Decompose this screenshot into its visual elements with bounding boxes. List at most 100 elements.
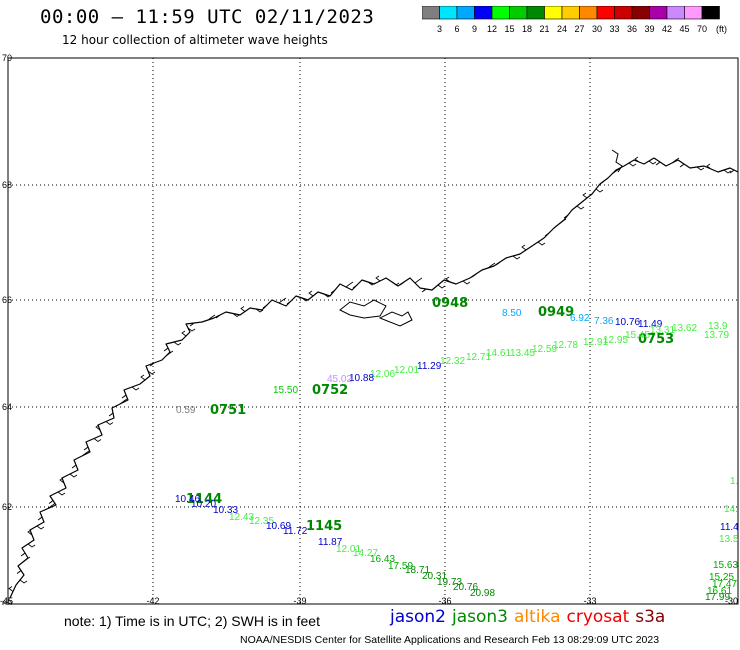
fjord-detail — [471, 273, 477, 278]
latitude-tick-label: 62 — [2, 502, 12, 512]
fjord-detail — [595, 188, 604, 193]
swh-value-label: 15.45 — [625, 330, 650, 341]
footnote: note: 1) Time is in UTC; 2) SWH is in fe… — [64, 613, 320, 629]
fjord-detail — [286, 300, 292, 305]
colorbar-tick-label: 3 — [437, 24, 442, 34]
fjord-detail — [706, 163, 712, 170]
swh-value-label: 13.79 — [704, 330, 729, 341]
legend-item-altika: altika — [514, 607, 561, 627]
swh-value-label: 12.01 — [394, 365, 419, 376]
fjord-detail — [323, 293, 332, 298]
colorbar-swatch — [701, 6, 720, 20]
colorbar-tick-label: 24 — [557, 24, 567, 34]
island-outline — [378, 311, 413, 327]
swh-value-label: 14.27 — [353, 548, 378, 559]
swh-value-label: 16.43 — [370, 554, 395, 565]
fjord-detail — [437, 284, 446, 289]
swh-value-label: 12.01 — [336, 544, 361, 555]
fjord-detail — [27, 543, 36, 548]
swh-value-label: 19.73 — [437, 577, 462, 588]
fjord-detail — [345, 281, 354, 288]
fjord-detail — [544, 232, 550, 237]
fjord-detail — [81, 450, 90, 457]
swh-value-label: 20.98 — [470, 588, 495, 599]
swh-value-label: 17.99 — [705, 592, 730, 603]
latitude-tick-label: 66 — [2, 295, 12, 305]
fjord-detail — [173, 341, 182, 346]
swh-value-label: 17.59 — [388, 561, 413, 572]
fjord-detail — [599, 180, 605, 185]
swh-value-label: 0.59 — [176, 405, 196, 416]
fjord-detail — [462, 280, 471, 285]
swh-value-label: 20.31 — [422, 571, 447, 582]
fjord-detail — [729, 169, 735, 174]
fjord-detail — [36, 525, 45, 530]
swh-value-label: 14.61 — [486, 348, 511, 359]
swh-value-label: 20.76 — [453, 582, 478, 593]
latitude-tick-label: 60 — [2, 599, 12, 605]
fjord-detail — [615, 167, 621, 172]
fjord-detail — [723, 169, 732, 174]
fjord-detail — [628, 162, 637, 167]
pass-time-label: 0753 — [638, 332, 674, 347]
swh-value-label: 12.32 — [440, 356, 465, 367]
fjord-detail — [27, 529, 33, 536]
fjord-detail — [278, 297, 287, 304]
fjord-detail — [391, 281, 400, 286]
fjord-detail — [634, 156, 640, 163]
fjord-detail — [558, 218, 567, 225]
colorbar-tick-label: 45 — [679, 24, 689, 34]
fjord-detail — [22, 556, 31, 563]
swh-value-label: 12.95 — [603, 335, 628, 346]
swh-value-label: 8.50 — [502, 308, 522, 319]
pass-time-label: 0751 — [210, 403, 246, 418]
fjord-detail — [59, 477, 65, 484]
swh-value-label: 16.61 — [707, 586, 732, 597]
fjord-detail — [181, 330, 187, 337]
colorbar-tick-label: 36 — [627, 24, 637, 34]
fjord-detail — [16, 570, 22, 574]
colorbar-tick-label: 15 — [504, 24, 514, 34]
fjord-detail — [20, 552, 26, 557]
swh-value-label: 11.4 — [720, 522, 739, 533]
swh-value-label: 12.43 — [229, 512, 254, 523]
fjord-detail — [71, 464, 77, 469]
colorbar-tick-label: 21 — [539, 24, 549, 34]
latitude-tick-label: 64 — [2, 402, 12, 412]
colorbar-unit: (ft) — [716, 24, 727, 34]
fjord-detail — [521, 244, 527, 251]
longitude-tick-label: -33 — [583, 596, 596, 605]
longitude-tick-label: -39 — [293, 596, 306, 605]
swh-value-label: 10.76 — [615, 317, 640, 328]
fjord-detail — [47, 503, 56, 509]
fjord-detail — [301, 297, 310, 302]
longitude-tick-label: -45 — [0, 596, 13, 605]
fjord-detail — [207, 314, 216, 321]
pass-time-label: 0948 — [432, 296, 468, 311]
fjord-detail — [149, 362, 155, 367]
swh-value-label: 12.78 — [553, 340, 578, 351]
swh-value-label: 11.72 — [283, 526, 308, 537]
fjord-detail — [671, 157, 680, 164]
swh-value-label: 45.02 — [327, 374, 352, 385]
latitude-tick-label: 68 — [2, 180, 12, 190]
pass-time-label: 0752 — [312, 383, 348, 398]
fjord-detail — [399, 281, 405, 286]
page-subtitle: 12 hour collection of altimeter wave hei… — [62, 33, 328, 47]
fjord-detail — [69, 473, 78, 478]
fjord-detail — [255, 308, 264, 313]
fjord-detail — [8, 586, 14, 592]
fjord-detail — [165, 350, 174, 357]
fjord-detail — [375, 275, 381, 282]
fjord-detail — [57, 491, 66, 496]
fjord-detail — [131, 386, 140, 391]
swh-value-label: 12.59 — [532, 344, 557, 355]
fjord-detail — [95, 424, 101, 431]
swh-value-label: 11.87 — [318, 537, 343, 548]
swh-value-label: 15.63 — [713, 560, 738, 571]
fjord-detail — [308, 290, 314, 297]
fjord-detail — [512, 255, 521, 260]
fjord-detail — [414, 277, 423, 284]
swh-value-label: 15.50 — [273, 385, 298, 396]
fjord-detail — [655, 161, 661, 166]
